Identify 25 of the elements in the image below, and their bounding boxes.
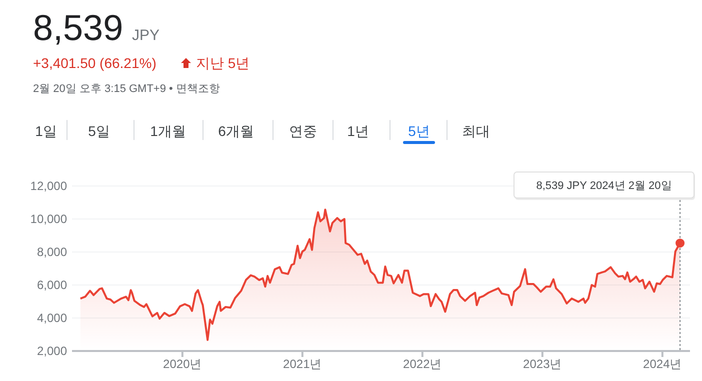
y-tick-label: 4,000 [36, 311, 68, 325]
text: 연중 [289, 123, 317, 139]
text: 5년 [408, 123, 430, 139]
chart-subtitle: JPY [132, 27, 160, 44]
text: 6개월 [218, 123, 254, 139]
x-tick-label: 2021년 [283, 357, 322, 371]
x-tick-label: 2024년 [643, 357, 682, 371]
annotation: 8,539 JPY 2024년 2월 20일 [536, 180, 672, 192]
text: 최대 [462, 123, 490, 139]
text: 1일 [35, 123, 57, 139]
text: 지난 5년 [196, 55, 250, 71]
text: 1개월 [150, 123, 186, 139]
y-tick-label: 2,000 [36, 344, 68, 358]
y-tick-label: 6,000 [36, 278, 68, 292]
x-tick-label: 2022년 [403, 357, 442, 371]
chart-title: 8,539 [33, 7, 124, 48]
x-tick-label: 2023년 [523, 357, 562, 371]
x-tick-label: 2020년 [163, 357, 202, 371]
y-tick-label: 8,000 [36, 245, 68, 259]
text: 5일 [88, 123, 110, 139]
y-tick-label: 10,000 [30, 212, 68, 226]
text: +3,401.50 (66.21%) [33, 55, 156, 71]
text: 1년 [347, 123, 369, 139]
y-tick-label: 12,000 [30, 179, 68, 193]
text: 2월 20일 오후 3:15 GMT+9 • 면책조항 [33, 83, 220, 95]
